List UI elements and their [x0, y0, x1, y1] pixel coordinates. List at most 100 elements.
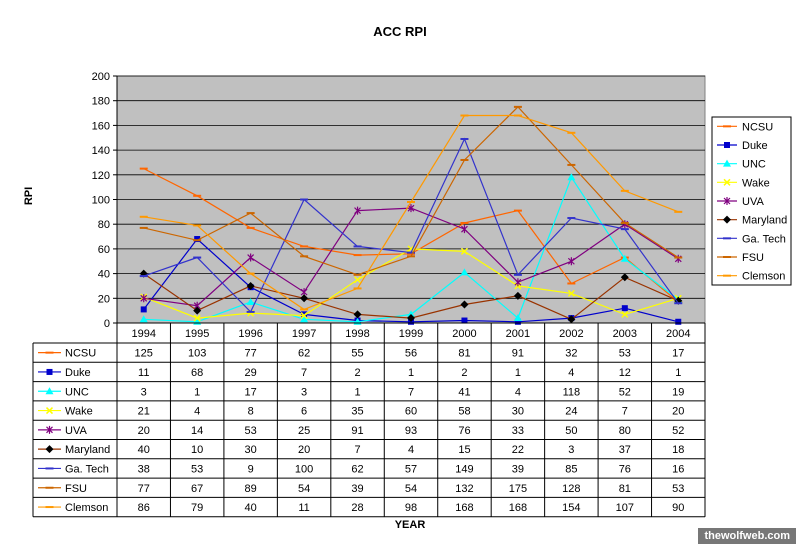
- data-point-marker: [407, 245, 415, 253]
- data-point-marker: [46, 368, 53, 375]
- data-label: 1: [675, 367, 681, 379]
- data-label: 19: [672, 386, 684, 398]
- data-point-marker: [354, 276, 362, 284]
- x-tick-label: 1994: [131, 328, 155, 340]
- data-label: 30: [245, 444, 257, 456]
- data-label: 53: [245, 425, 257, 437]
- data-point-marker: [723, 178, 731, 186]
- data-label: 62: [298, 348, 310, 360]
- data-label: 81: [619, 483, 631, 495]
- data-label: 56: [405, 348, 417, 360]
- data-point-marker: [193, 314, 201, 322]
- data-point-marker: [45, 445, 54, 454]
- data-label: 1: [194, 386, 200, 398]
- table-series-label: UNC: [65, 386, 89, 398]
- data-point-marker: [353, 310, 362, 319]
- data-label: 40: [245, 502, 257, 514]
- data-label: 32: [565, 348, 577, 360]
- data-label: 93: [405, 425, 417, 437]
- x-tick-label: 2000: [452, 328, 476, 340]
- legend-entry: Ga. Tech: [742, 233, 786, 245]
- y-tick-label: 120: [92, 170, 110, 182]
- data-point-marker: [724, 142, 730, 148]
- data-label: 2: [461, 367, 467, 379]
- data-point-marker: [620, 273, 629, 282]
- data-label: 35: [351, 406, 363, 418]
- data-label: 8: [248, 406, 254, 418]
- y-tick-label: 40: [98, 269, 110, 281]
- data-label: 149: [455, 463, 473, 475]
- data-point-marker: [354, 206, 361, 215]
- data-label: 76: [458, 425, 470, 437]
- y-tick-label: 140: [92, 145, 110, 157]
- y-tick-label: 80: [98, 219, 110, 231]
- y-tick-label: 200: [92, 71, 110, 83]
- data-label: 76: [619, 463, 631, 475]
- data-point-marker: [140, 294, 148, 303]
- data-label: 98: [405, 502, 417, 514]
- data-label: 60: [405, 406, 417, 418]
- data-point-marker: [723, 197, 731, 205]
- watermark: thewolfweb.com: [698, 528, 796, 544]
- x-tick-label: 1998: [345, 328, 369, 340]
- data-label: 2: [354, 367, 360, 379]
- y-tick-label: 0: [104, 318, 110, 330]
- data-label: 14: [191, 425, 203, 437]
- data-point-marker: [300, 315, 309, 323]
- y-tick-label: 160: [92, 120, 110, 132]
- data-point-marker: [247, 253, 255, 262]
- data-point-marker: [407, 314, 415, 323]
- data-label: 4: [515, 386, 521, 398]
- data-point-marker: [513, 291, 522, 300]
- data-label: 53: [619, 348, 631, 360]
- data-label: 54: [298, 483, 310, 495]
- x-tick-label: 2001: [506, 328, 530, 340]
- data-label: 68: [191, 367, 203, 379]
- data-label: 53: [191, 463, 203, 475]
- legend-entry: Duke: [742, 140, 768, 152]
- data-label: 54: [405, 483, 417, 495]
- y-tick-label: 180: [92, 96, 110, 108]
- data-label: 24: [565, 406, 577, 418]
- data-point-marker: [514, 278, 522, 287]
- data-point-marker: [461, 317, 468, 324]
- data-label: 128: [562, 483, 580, 495]
- y-tick-label: 100: [92, 195, 110, 207]
- data-label: 6: [301, 406, 307, 418]
- data-label: 86: [138, 502, 150, 514]
- data-label: 15: [458, 444, 470, 456]
- chart-title: ACC RPI: [373, 24, 427, 39]
- data-point-marker: [675, 318, 682, 325]
- x-tick-label: 1996: [238, 328, 262, 340]
- data-point-marker: [513, 314, 522, 322]
- data-label: 125: [135, 348, 153, 360]
- table-series-label: NCSU: [65, 348, 96, 360]
- table-series-label: Maryland: [65, 444, 110, 456]
- data-label: 132: [455, 483, 473, 495]
- x-tick-label: 2003: [613, 328, 637, 340]
- data-point-marker: [301, 311, 308, 318]
- data-label: 52: [619, 386, 631, 398]
- data-label: 37: [619, 444, 631, 456]
- data-label: 3: [141, 386, 147, 398]
- data-label: 91: [351, 425, 363, 437]
- data-label: 80: [619, 425, 631, 437]
- data-label: 100: [295, 463, 313, 475]
- data-label: 41: [458, 386, 470, 398]
- data-label: 1: [408, 367, 414, 379]
- table-series-label: Wake: [65, 406, 93, 418]
- data-label: 1: [515, 367, 521, 379]
- legend-entry: NCSU: [742, 121, 773, 133]
- data-label: 67: [191, 483, 203, 495]
- data-label: 52: [672, 425, 684, 437]
- data-label: 40: [138, 444, 150, 456]
- data-label: 20: [138, 425, 150, 437]
- x-tick-label: 2004: [666, 328, 690, 340]
- x-axis-label: YEAR: [394, 519, 426, 531]
- data-point-marker: [723, 159, 731, 167]
- data-point-marker: [46, 425, 53, 434]
- data-point-marker: [460, 300, 469, 309]
- data-label: 11: [298, 502, 309, 514]
- data-point-marker: [567, 257, 575, 266]
